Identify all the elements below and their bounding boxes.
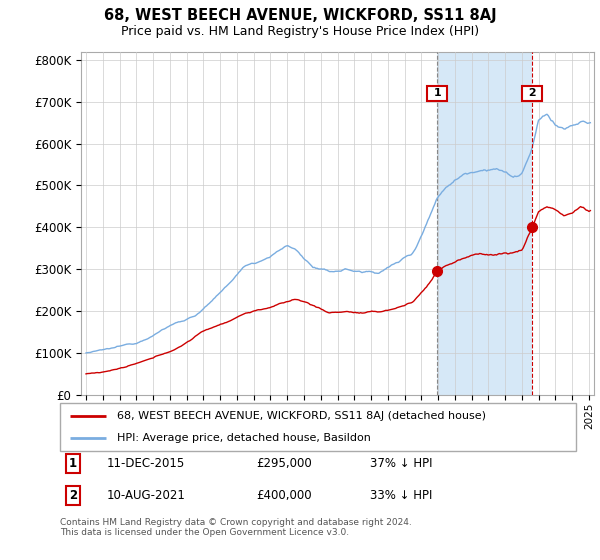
Text: 33% ↓ HPI: 33% ↓ HPI [370,489,432,502]
Text: HPI: Average price, detached house, Basildon: HPI: Average price, detached house, Basi… [117,433,371,443]
Text: 1: 1 [69,457,77,470]
Text: 37% ↓ HPI: 37% ↓ HPI [370,457,432,470]
Text: 11-DEC-2015: 11-DEC-2015 [106,457,185,470]
Text: 2: 2 [524,88,540,99]
Text: £400,000: £400,000 [256,489,312,502]
Text: 1: 1 [430,88,445,99]
Text: 68, WEST BEECH AVENUE, WICKFORD, SS11 8AJ: 68, WEST BEECH AVENUE, WICKFORD, SS11 8A… [104,8,496,24]
Text: 10-AUG-2021: 10-AUG-2021 [106,489,185,502]
Text: 2: 2 [69,489,77,502]
Text: 68, WEST BEECH AVENUE, WICKFORD, SS11 8AJ (detached house): 68, WEST BEECH AVENUE, WICKFORD, SS11 8A… [117,411,486,421]
Text: £295,000: £295,000 [256,457,312,470]
Text: Price paid vs. HM Land Registry's House Price Index (HPI): Price paid vs. HM Land Registry's House … [121,25,479,38]
Text: Contains HM Land Registry data © Crown copyright and database right 2024.
This d: Contains HM Land Registry data © Crown c… [60,518,412,538]
Bar [437,52,532,395]
